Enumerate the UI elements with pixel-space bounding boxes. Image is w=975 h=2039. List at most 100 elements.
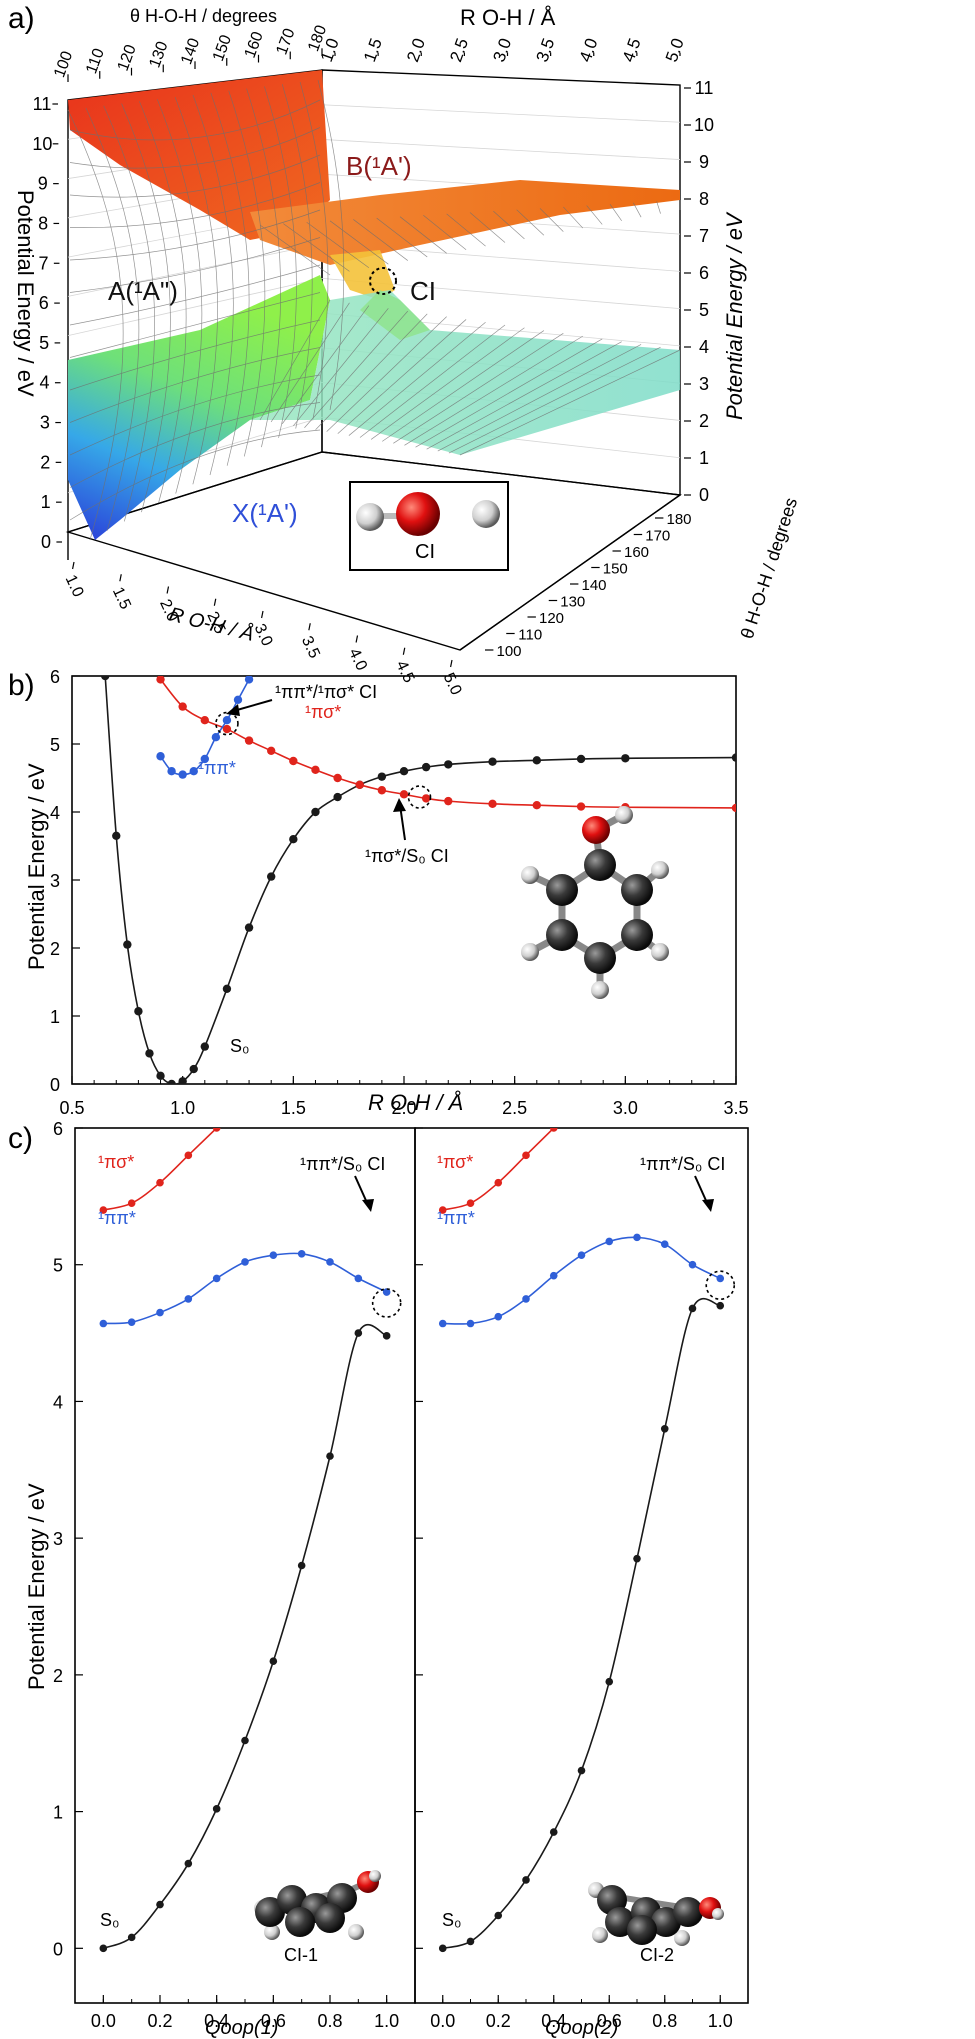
- data-point-pi-sigma: [522, 1151, 530, 1160]
- label-pipi-c2: ¹ππ*: [437, 1208, 475, 1228]
- data-point-pi-sigma: [466, 1199, 475, 1207]
- x-tick-label: 0.2: [486, 2011, 511, 2031]
- data-point-pi-pi: [189, 767, 198, 776]
- data-point-pi-sigma: [731, 803, 736, 813]
- mesh-line: [270, 302, 350, 423]
- label-pipi-c1: ¹ππ*: [98, 1208, 136, 1228]
- data-point-pi-pi: [233, 695, 243, 704]
- mesh-line: [304, 310, 409, 429]
- data-point-pi-pi: [222, 716, 232, 725]
- mesh-line: [446, 213, 486, 247]
- mesh-line: [281, 84, 313, 429]
- energy-right-tick-label: 1: [699, 448, 709, 468]
- series-group: [99, 1128, 391, 1953]
- data-point-S0: [494, 1911, 503, 1920]
- annotation-ci-upper: ¹ππ*/¹πσ* CI: [275, 682, 377, 702]
- energy-left-tick-label: 2: [40, 452, 50, 472]
- axis-label-qoop2: Qoop(2): [545, 2017, 618, 2039]
- y-tick-label: 1: [53, 1803, 63, 1823]
- data-point-S0: [549, 1828, 558, 1836]
- data-point-S0: [633, 1554, 641, 1563]
- theta-top-tick-label: 120: [115, 42, 140, 73]
- data-point-S0: [267, 872, 276, 881]
- r-bottom-tick: [402, 647, 406, 655]
- y-tick-label: 5: [50, 735, 60, 755]
- mesh-line: [423, 215, 467, 250]
- r-bottom-tick-label: 4.5: [392, 658, 417, 685]
- y-tick-label: 6: [50, 667, 60, 687]
- data-point-S0: [532, 756, 541, 765]
- axis-label-energy-b: Potential Energy / eV: [24, 763, 49, 970]
- data-point-S0: [488, 757, 497, 766]
- plot-area-c-left: 0.0 0.2 0.4 0.6 0.8 1.0 0 1 2 3 4 5 6: [53, 1119, 416, 2031]
- y-tick-label: 1: [50, 1007, 60, 1027]
- energy-right-tick-label: 3: [699, 374, 709, 394]
- r-bottom-tick: [213, 598, 217, 606]
- mesh-line: [370, 327, 525, 440]
- axis-left: 0 1 2 3 4 5 6 7 8 9 10 11: [32, 94, 62, 552]
- energy-right-tick-label: 2: [699, 411, 709, 431]
- mesh-line: [399, 216, 447, 254]
- wall-grid-line: [67, 277, 323, 337]
- panel-label-b: b): [8, 669, 35, 702]
- energy-left-tick-label: 7: [38, 253, 48, 273]
- data-point-S0: [731, 753, 736, 762]
- data-point-pi-pi: [200, 754, 209, 764]
- r-top-tick-label: 4.0: [576, 36, 602, 65]
- panel-b: b) Potential Energy / eV R O-H / Å 0.5 1.…: [8, 667, 749, 1118]
- mesh-line: [246, 88, 281, 448]
- mesh-line: [69, 182, 321, 228]
- energy-right-tick-label: 9: [699, 152, 709, 172]
- mesh-line: [210, 92, 250, 466]
- panel-label-c: c): [8, 1122, 33, 1155]
- data-point-S0: [156, 1071, 165, 1081]
- ci-marker: [369, 267, 397, 295]
- energy-left-tick-label: 0: [41, 532, 51, 552]
- mesh-line: [382, 330, 545, 442]
- data-point-pi-pi: [549, 1271, 558, 1280]
- data-point-pi-sigma: [184, 1151, 193, 1160]
- theta-bottom-tick-label: 130: [560, 594, 585, 611]
- data-point-pi-pi: [716, 1274, 725, 1283]
- mesh-line: [404, 335, 583, 446]
- data-point-S0: [99, 1944, 108, 1953]
- energy-right-tick-label: 5: [699, 300, 709, 320]
- axis-label-r-bottom: R O-H / Å: [167, 603, 257, 646]
- data-point-S0: [167, 1079, 176, 1084]
- wall-grid-line: [67, 243, 323, 297]
- energy-left-tick-label: 5: [39, 333, 49, 353]
- mesh-line: [493, 210, 525, 240]
- data-point-S0: [605, 1677, 614, 1686]
- x-tick-label: 3.0: [613, 1098, 638, 1118]
- data-point-pi-sigma: [99, 1206, 108, 1214]
- energy-left-tick-label: 10: [32, 134, 52, 154]
- x-tick-label: 0.6: [261, 2011, 286, 2031]
- data-point-S0: [145, 1049, 154, 1058]
- data-point-pi-pi: [156, 1308, 164, 1317]
- energy-left-tick-label: 3: [40, 413, 50, 433]
- data-point-S0: [576, 754, 586, 764]
- mesh-line: [69, 347, 321, 423]
- x-tick-label: 0.0: [430, 2011, 455, 2031]
- r-top-tick-label: 2.0: [403, 36, 429, 65]
- theta-bottom-tick-label: 150: [603, 561, 628, 578]
- theta-bottom-tick-label: 140: [581, 577, 606, 594]
- data-point-pi-pi: [212, 1274, 221, 1283]
- mesh-line: [306, 221, 370, 269]
- data-point-S0: [382, 1332, 391, 1340]
- mesh-line: [69, 374, 321, 456]
- ci-lower-marker: [407, 785, 432, 809]
- mesh-line: [563, 206, 584, 229]
- r-bottom-tick: [119, 574, 122, 582]
- data-point-pi-pi: [127, 1318, 136, 1326]
- energy-left-tick-label: 8: [38, 213, 48, 233]
- data-point-pi-pi: [466, 1319, 475, 1328]
- mesh-line: [469, 212, 506, 243]
- surface-b-upper: [68, 70, 330, 240]
- mesh-line: [69, 127, 321, 169]
- surface-b-plateau: [250, 180, 680, 265]
- y-tick-label: 3: [50, 871, 60, 891]
- mesh-line: [121, 103, 171, 513]
- ci1-molecule-icon: [254, 1870, 381, 1940]
